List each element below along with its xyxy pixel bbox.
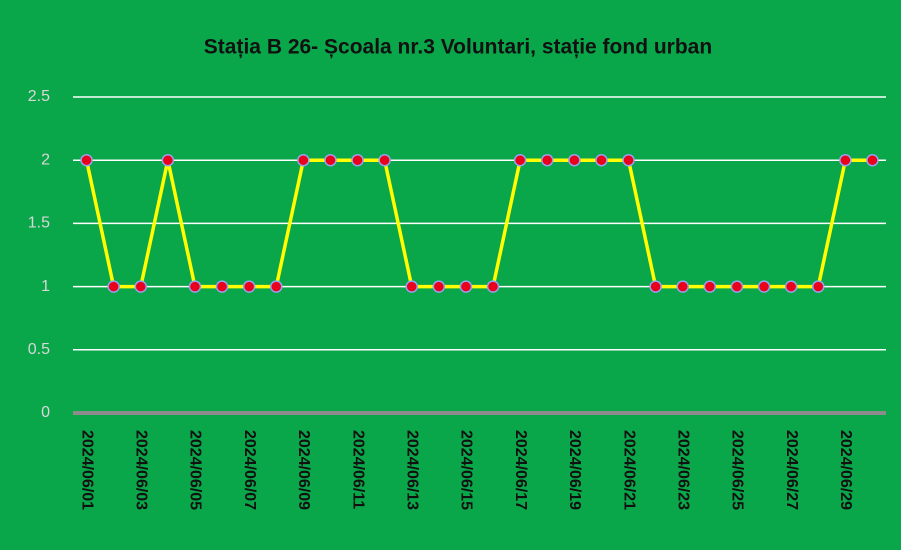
marker bbox=[297, 153, 310, 167]
marker bbox=[568, 153, 581, 167]
y-tick-label: 0.5 bbox=[28, 341, 50, 358]
marker bbox=[622, 153, 635, 167]
marker bbox=[839, 153, 852, 167]
x-tick-label: 2024/06/01 bbox=[78, 430, 95, 510]
y-tick-label: 2.5 bbox=[28, 88, 50, 105]
marker bbox=[161, 153, 175, 167]
y-tick-label: 1.5 bbox=[28, 215, 50, 232]
marker bbox=[242, 280, 256, 293]
x-tick-label: 2024/06/09 bbox=[295, 430, 312, 510]
y-tick-label: 1 bbox=[41, 278, 50, 295]
marker bbox=[703, 280, 717, 293]
marker bbox=[812, 280, 825, 293]
marker bbox=[405, 280, 418, 293]
marker bbox=[541, 153, 554, 167]
marker bbox=[459, 280, 473, 293]
y-tick-label: 0 bbox=[41, 404, 50, 421]
y-tick-label: 2 bbox=[41, 151, 50, 168]
marker bbox=[432, 280, 446, 293]
marker bbox=[486, 280, 500, 293]
marker bbox=[188, 280, 202, 293]
marker bbox=[351, 153, 364, 167]
marker bbox=[215, 280, 229, 293]
x-tick-label: 2024/06/11 bbox=[349, 430, 366, 509]
marker bbox=[757, 280, 771, 293]
marker bbox=[866, 153, 879, 167]
x-tick-label: 2024/06/13 bbox=[404, 430, 421, 510]
marker bbox=[134, 280, 147, 293]
x-tick-label: 2024/06/05 bbox=[187, 430, 204, 510]
marker bbox=[270, 280, 283, 293]
marker bbox=[513, 153, 527, 167]
marker bbox=[80, 153, 93, 167]
x-tick-label: 2024/06/25 bbox=[729, 430, 746, 510]
x-tick-label: 2024/06/03 bbox=[133, 430, 150, 510]
x-tick-label: 2024/06/07 bbox=[241, 430, 258, 510]
marker bbox=[649, 280, 662, 293]
x-tick-label: 2024/06/15 bbox=[458, 430, 475, 510]
x-tick-label: 2024/06/19 bbox=[566, 430, 583, 510]
x-tick-label: 2024/06/21 bbox=[620, 430, 637, 510]
marker bbox=[730, 280, 744, 293]
x-tick-label: 2024/06/17 bbox=[512, 430, 529, 510]
marker bbox=[378, 153, 391, 167]
chart-title: Stația B 26- Școala nr.3 Voluntari, staț… bbox=[204, 36, 712, 59]
x-tick-label: 2024/06/23 bbox=[675, 430, 692, 510]
x-tick-label: 2024/06/29 bbox=[837, 430, 854, 510]
marker bbox=[784, 280, 798, 293]
marker bbox=[676, 280, 689, 293]
marker bbox=[107, 280, 120, 293]
x-tick-label: 2024/06/27 bbox=[783, 430, 800, 510]
marker bbox=[324, 153, 337, 167]
marker bbox=[595, 153, 608, 167]
